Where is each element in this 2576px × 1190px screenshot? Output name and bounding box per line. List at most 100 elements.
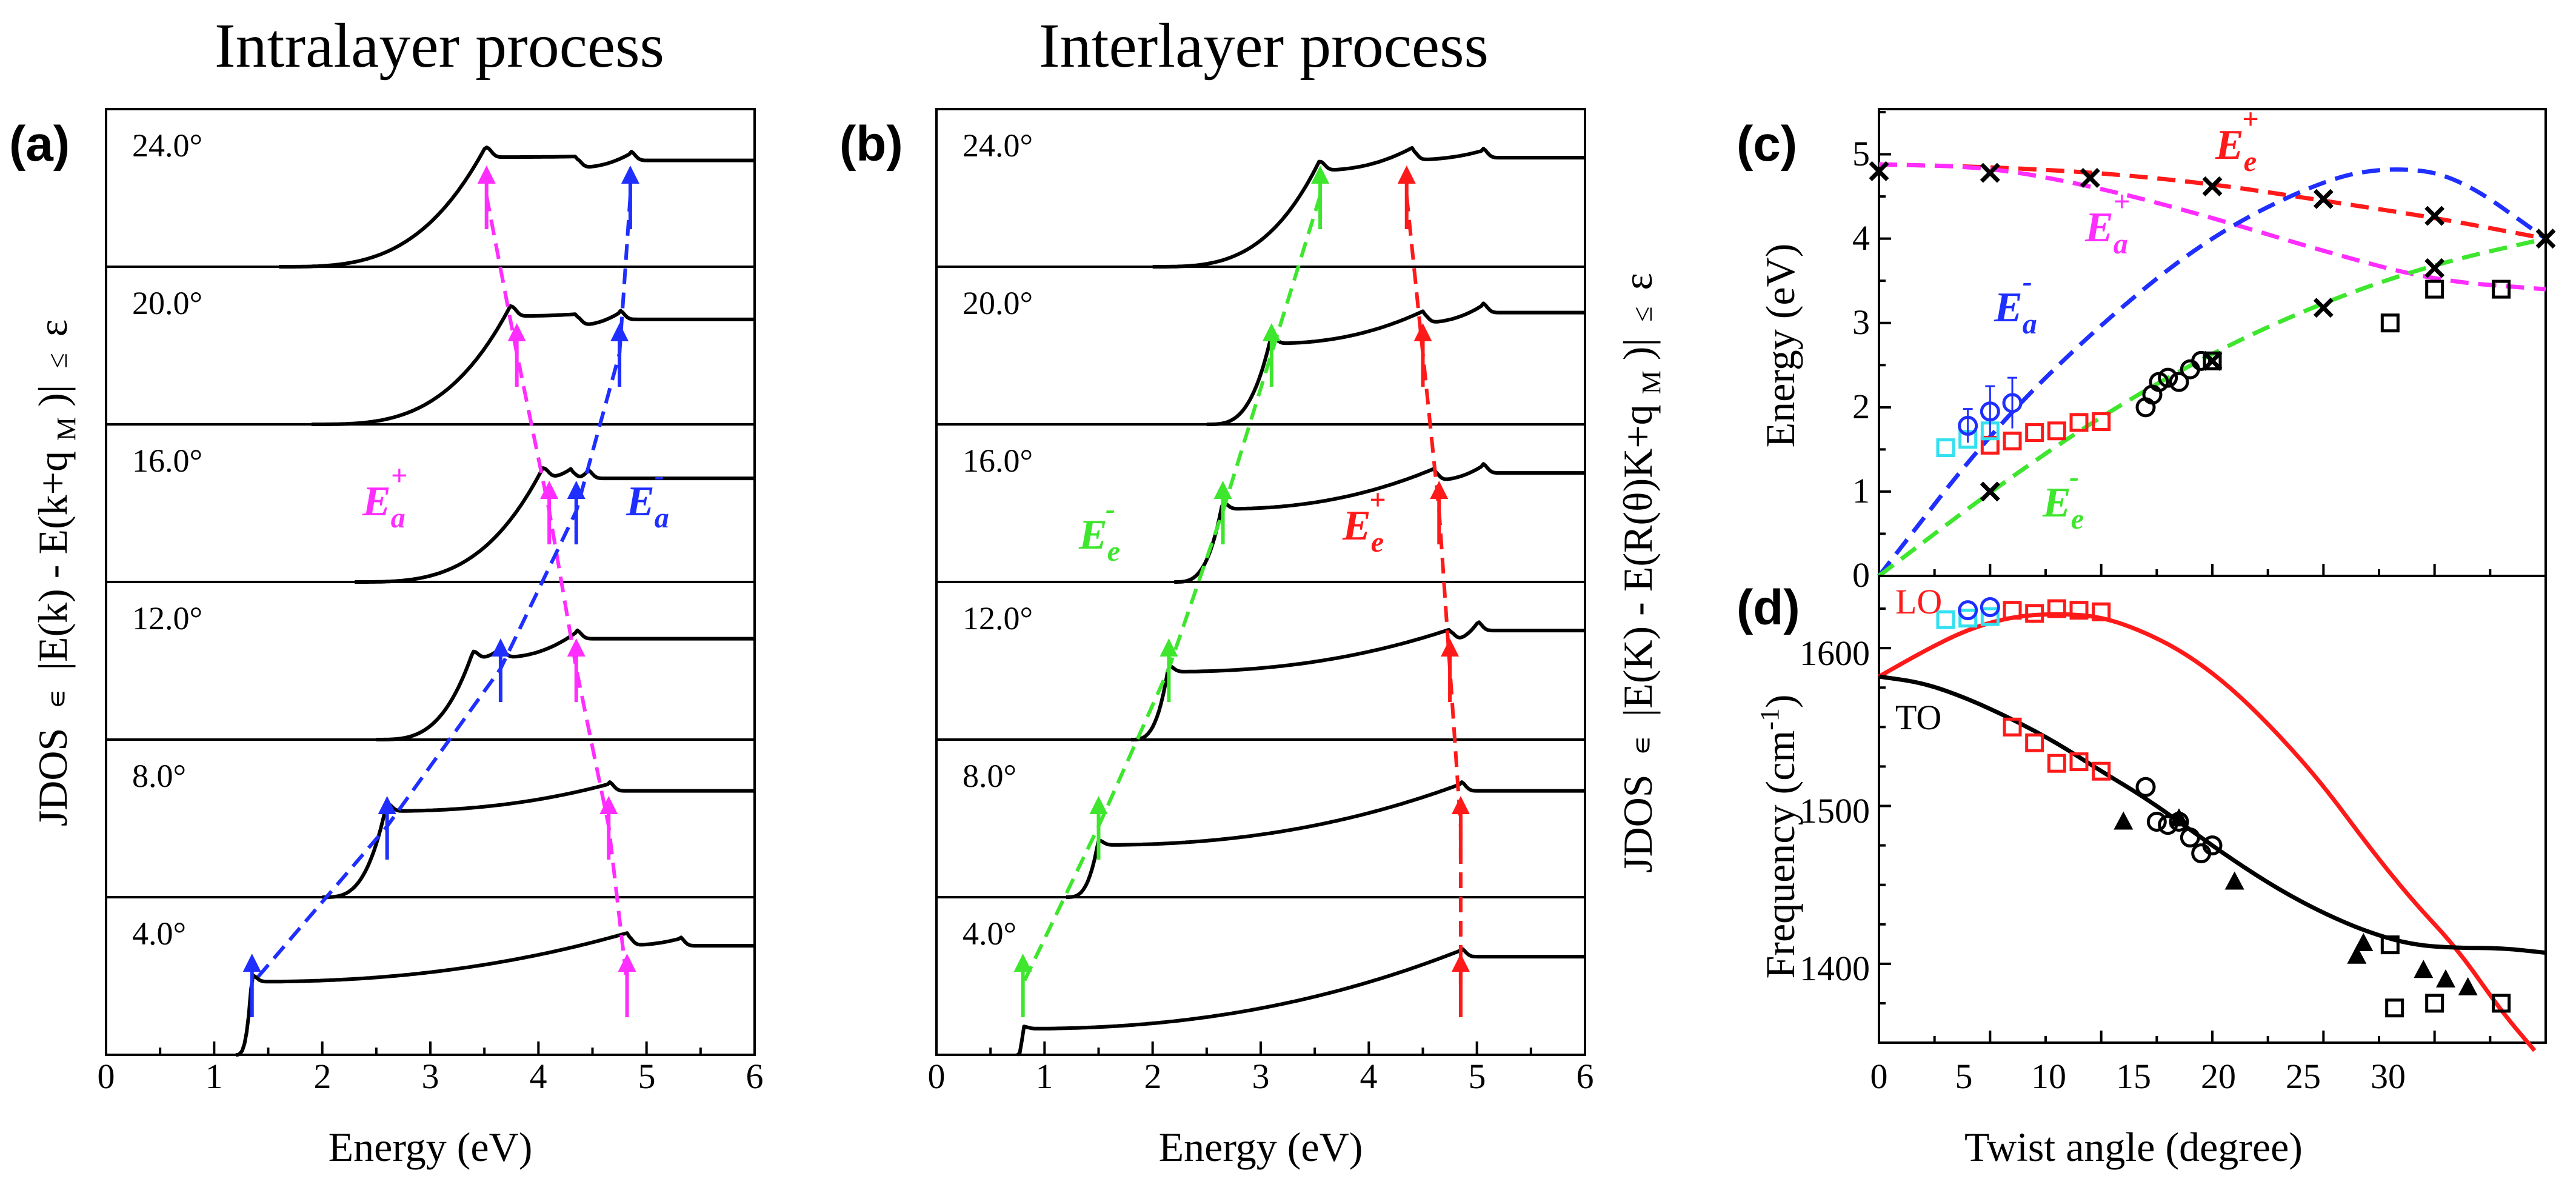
panel-label-d: (d) — [1737, 580, 1800, 635]
x-axis-title-b: Energy (eV) — [1159, 1124, 1363, 1170]
title-interlayer: Interlayer process — [1039, 11, 1489, 81]
marker-d-triangle-4 — [2354, 932, 2374, 951]
x-tick-a-6: 6 — [746, 1057, 764, 1096]
panel-b-angle-labels: 24.0° 20.0° 16.0° 12.0° 8.0° 4.0° — [963, 127, 1033, 952]
angle-label-a-12: 12.0° — [132, 600, 202, 637]
jdos-curve-b-8.0 — [1066, 780, 1585, 899]
marker-d-circle-6 — [2202, 835, 2223, 856]
marker-d-square-red-4 — [2092, 602, 2111, 621]
model-curve-c-Ee-model — [1877, 236, 2546, 578]
y-title-b-prefix: JDOS — [1615, 774, 1661, 873]
angle-label-a-24: 24.0° — [132, 127, 202, 164]
x-tick-b-3: 3 — [1252, 1057, 1270, 1096]
jdos-curve-a-24.0 — [279, 145, 755, 269]
marker-d-square-red-1 — [2025, 604, 2044, 623]
marker-d-square-cyan-0 — [1936, 610, 1955, 629]
x-tick-b-1: 1 — [1036, 1057, 1053, 1096]
marker-c-square-red-1 — [2003, 431, 2022, 450]
x-tick-a-3: 3 — [422, 1057, 439, 1096]
marker-c-square-cyan-0 — [1936, 438, 1955, 458]
title-intralayer: Intralayer process — [215, 11, 664, 81]
marker-c-x-7 — [2535, 229, 2556, 249]
y-title-a-prefix: JDOS — [30, 728, 76, 827]
x-tick-d-25: 25 — [2286, 1057, 2321, 1096]
marker-c-x-8 — [1980, 481, 2000, 502]
marker-c-x-3 — [2202, 176, 2223, 196]
panel-a-angle-labels: 24.0° 20.0° 16.0° 12.0° 8.0° 4.0° — [132, 127, 202, 952]
marker-d-triangle-7 — [2458, 977, 2478, 995]
y-title-a-sub: M — [52, 417, 81, 441]
jdos-curve-b-24.0 — [1152, 145, 1585, 269]
marker-d-square-1 — [2385, 998, 2404, 1018]
panel-d-y-tick-labels: 1400 1500 1600 — [1800, 633, 1870, 988]
model-curve-d-LO — [1878, 612, 2537, 1052]
x-tick-a-4: 4 — [530, 1057, 547, 1096]
marker-c-circle-blue-0 — [1958, 415, 1978, 436]
panel-b-x-tick-labels: 0 1 2 3 4 5 6 — [928, 1057, 1594, 1096]
x-tick-d-15: 15 — [2116, 1057, 2151, 1096]
marker-d-circle-4 — [2180, 827, 2200, 848]
marker-d-square-red-2 — [2047, 754, 2066, 773]
jdos-curve-b-12.0 — [1131, 620, 1585, 741]
panel-d-frequency-vs-angle — [1878, 575, 2547, 1052]
marker-d-triangle-3 — [2347, 945, 2367, 964]
angle-label-b-8: 8.0° — [963, 758, 1016, 794]
marker-d-square-red-1 — [2025, 733, 2044, 752]
x-tick-b-6: 6 — [1577, 1057, 1594, 1096]
marker-c-square-red-5 — [2092, 412, 2111, 431]
y-title-a-le: ≤ — [42, 353, 73, 368]
marker-c-circle-3 — [2158, 367, 2178, 388]
annotation-a-Ea-minus: Ea- — [626, 460, 669, 534]
y-title-d-main: Frequency (cm — [1757, 730, 1803, 979]
marker-d-square-red-4 — [2092, 761, 2111, 781]
angle-label-a-4: 4.0° — [132, 915, 186, 952]
marker-c-circle-6 — [2191, 350, 2212, 371]
y-title-b-le: ≤ — [1627, 307, 1658, 322]
angle-label-b-4: 4.0° — [963, 915, 1016, 952]
marker-c-square-3 — [2492, 279, 2511, 299]
marker-c-square-red-2 — [2025, 423, 2044, 443]
marker-c-square-2 — [2425, 279, 2444, 299]
marker-c-x-10 — [2313, 298, 2334, 318]
marker-d-square-0 — [2380, 935, 2400, 955]
label-TO: TO — [1895, 698, 1941, 737]
jdos-curve-b-20.0 — [1206, 301, 1585, 426]
angle-label-a-20: 20.0° — [132, 285, 202, 321]
model-curve-c-Ea-model — [1877, 167, 2548, 578]
y-tick-d-1500: 1500 — [1800, 791, 1870, 831]
y-tick-d-1600: 1600 — [1800, 633, 1870, 673]
angle-label-a-8: 8.0° — [132, 758, 186, 794]
jdos-curve-a-4.0 — [235, 931, 755, 1057]
x-tick-a-1: 1 — [205, 1057, 223, 1096]
svg-text:JDOS ∊ |E(k) - E(k: JDOS ∊ |E(k) - E(k+q M )| ≤ ε — [30, 319, 84, 826]
y-title-b-in: ∊ — [1627, 735, 1658, 755]
marker-c-x-5 — [2424, 206, 2445, 226]
jdos-curve-a-20.0 — [311, 304, 755, 426]
angle-label-b-20: 20.0° — [963, 285, 1033, 321]
panel-label-c: (c) — [1737, 116, 1797, 172]
y-title-a-expr: |E(k) - E(k+q — [30, 451, 76, 670]
marker-c-circle-blue-1 — [1980, 401, 2000, 422]
panel-a-x-tick-labels: 0 1 2 3 4 5 6 — [98, 1057, 764, 1096]
panel-d-x-tick-labels: 0 5 10 15 20 25 30 — [1870, 1057, 2406, 1096]
marker-c-circle-blue-0-err — [1963, 408, 1973, 443]
angle-label-b-12: 12.0° — [963, 600, 1033, 637]
x-tick-a-0: 0 — [98, 1057, 115, 1096]
y-title-d-close: ) — [1757, 694, 1803, 708]
annotation-b-Ee-minus: Ee- — [1078, 493, 1120, 567]
y-axis-title-d: Frequency (cm-1) — [1755, 694, 1803, 978]
annotation-c-Ea-minus: Ea- — [1994, 266, 2037, 340]
x-tick-d-5: 5 — [1955, 1057, 1973, 1096]
y-tick-c-0: 0 — [1852, 555, 1870, 595]
annotation-b-Ee-plus: Ee+ — [1342, 484, 1386, 558]
marker-d-triangle-6 — [2436, 969, 2455, 988]
marker-d-circle-1 — [2146, 812, 2167, 832]
y-title-a-in: ∊ — [42, 689, 73, 709]
x-tick-d-0: 0 — [1870, 1057, 1888, 1096]
y-tick-c-1: 1 — [1852, 471, 1870, 510]
marker-c-circle-blue-2-err — [2007, 376, 2017, 429]
x-tick-b-5: 5 — [1469, 1057, 1486, 1096]
marker-d-square-3 — [2492, 994, 2511, 1013]
y-axis-title-c: Energy (eV) — [1757, 244, 1803, 448]
marker-d-triangle-1 — [2169, 808, 2189, 827]
